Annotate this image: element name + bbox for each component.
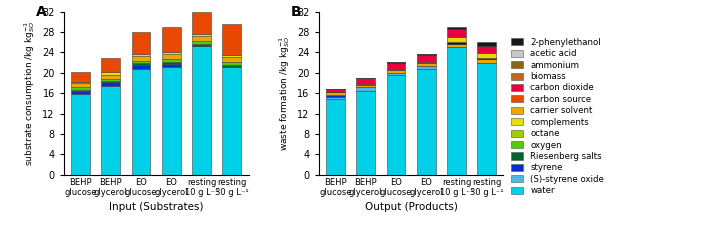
Bar	[326, 96, 345, 99]
Bar	[477, 53, 496, 58]
Bar	[101, 58, 120, 72]
Bar	[417, 62, 435, 63]
Bar	[71, 87, 90, 90]
Bar	[162, 52, 181, 55]
Text: A: A	[36, 5, 47, 19]
Bar	[192, 36, 211, 41]
Bar	[132, 69, 150, 175]
Bar	[223, 55, 241, 56]
Bar	[223, 62, 241, 65]
Bar	[192, 41, 211, 44]
Bar	[223, 65, 241, 67]
Bar	[132, 61, 150, 63]
Bar	[71, 91, 90, 94]
Bar	[356, 84, 375, 85]
Bar	[477, 46, 496, 53]
Bar	[101, 81, 120, 82]
Bar	[162, 55, 181, 59]
Bar	[101, 86, 120, 175]
Bar	[192, 46, 211, 175]
Bar	[386, 73, 406, 75]
Bar	[417, 66, 435, 69]
Y-axis label: waste formation /kg kg$_{SO}^{-1}$: waste formation /kg kg$_{SO}^{-1}$	[277, 36, 291, 151]
Bar	[447, 47, 466, 175]
Bar	[356, 85, 375, 87]
Bar	[223, 24, 241, 55]
Bar	[447, 44, 466, 47]
Bar	[162, 27, 181, 52]
Bar	[101, 79, 120, 81]
Bar	[223, 67, 241, 175]
Bar	[132, 63, 150, 65]
Bar	[132, 56, 150, 61]
Bar	[417, 69, 435, 175]
Text: B: B	[291, 5, 301, 19]
Bar	[477, 63, 496, 175]
Bar	[326, 89, 345, 92]
Bar	[386, 63, 406, 69]
Bar	[223, 56, 241, 62]
Bar	[386, 70, 406, 73]
Bar	[162, 62, 181, 64]
Bar	[477, 42, 496, 45]
Bar	[71, 90, 90, 91]
Bar	[447, 30, 466, 37]
Bar	[447, 42, 466, 44]
Bar	[417, 63, 435, 66]
Bar	[386, 69, 406, 70]
Bar	[326, 99, 345, 175]
Bar	[477, 59, 496, 63]
Bar	[162, 67, 181, 175]
Bar	[447, 29, 466, 30]
Bar	[71, 72, 90, 82]
Bar	[101, 82, 120, 86]
X-axis label: Output (Products): Output (Products)	[364, 202, 457, 212]
Bar	[326, 92, 345, 95]
Bar	[71, 94, 90, 175]
Bar	[417, 55, 435, 62]
Bar	[71, 83, 90, 87]
Y-axis label: substrate consumption /kg kg$_{SO}^{-1}$: substrate consumption /kg kg$_{SO}^{-1}$	[22, 21, 37, 166]
Bar	[101, 72, 120, 75]
Bar	[101, 75, 120, 79]
Bar	[477, 45, 496, 46]
Bar	[192, 12, 211, 34]
Bar	[132, 32, 150, 54]
Bar	[356, 78, 375, 84]
Bar	[132, 54, 150, 56]
Bar	[71, 82, 90, 83]
Bar	[386, 75, 406, 175]
Bar	[192, 34, 211, 36]
Bar	[356, 91, 375, 175]
Bar	[477, 58, 496, 59]
Bar	[162, 59, 181, 62]
Bar	[162, 64, 181, 67]
Bar	[447, 27, 466, 29]
Bar	[326, 95, 345, 96]
Legend: 2-phenylethanol, acetic acid, ammonium, biomass, carbon dioxide, carbon source, : 2-phenylethanol, acetic acid, ammonium, …	[511, 38, 604, 195]
Bar	[132, 65, 150, 69]
Bar	[192, 44, 211, 46]
Bar	[386, 62, 406, 63]
X-axis label: Input (Substrates): Input (Substrates)	[109, 202, 203, 212]
Bar	[417, 54, 435, 55]
Bar	[447, 37, 466, 42]
Bar	[356, 87, 375, 91]
